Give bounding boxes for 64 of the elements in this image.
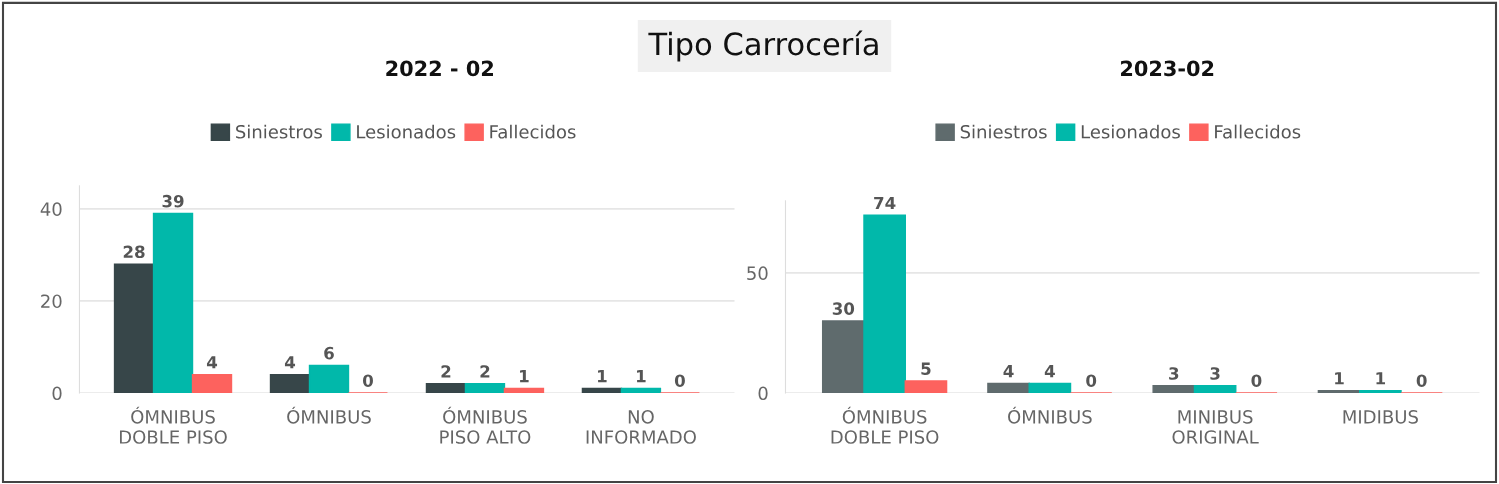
bar (113, 263, 155, 394)
data-label: 2 (441, 365, 451, 378)
bar (620, 387, 662, 394)
data-label: 1 (1376, 372, 1386, 385)
data-label: 1 (637, 370, 646, 383)
x-tick-label: NO INFORMADO (586, 409, 696, 444)
bar (1359, 389, 1402, 394)
bar (269, 373, 311, 394)
legend-label: Fallecidos (490, 124, 576, 139)
bar (425, 383, 467, 394)
data-label: 5 (921, 362, 931, 375)
bar (863, 214, 906, 394)
data-label: 28 (123, 245, 145, 259)
data-label: 30 (832, 302, 855, 315)
data-label: 1 (598, 370, 607, 383)
x-tick-label: ÓMNIBUS DOBLE PISO (831, 406, 939, 444)
data-label: 0 (1251, 374, 1262, 387)
bar (1193, 385, 1237, 394)
y-tick-label: 50 (747, 266, 768, 281)
bar (987, 382, 1030, 394)
data-label: 4 (206, 356, 218, 369)
data-label: 4 (284, 356, 296, 369)
y-tick-label: 0 (52, 386, 62, 401)
data-label: 4 (1044, 365, 1055, 378)
legend-label: Fallecidos (1215, 124, 1301, 139)
data-label: 0 (362, 374, 373, 387)
data-label: 1 (520, 370, 529, 383)
bar (503, 387, 545, 394)
x-tick-label: ÓMNIBUS PISO ALTO (440, 406, 531, 444)
bar (581, 387, 623, 394)
data-label: 74 (874, 196, 896, 210)
bar (308, 364, 350, 394)
bar (1317, 389, 1361, 394)
legend-label: Lesionados (1081, 124, 1180, 139)
y-tick-label: 20 (41, 294, 62, 309)
data-label: 2 (480, 365, 490, 378)
bar (152, 212, 194, 394)
bar (1152, 385, 1196, 394)
data-label: 39 (162, 194, 184, 208)
text: Tipo Carrocería (648, 30, 878, 62)
bar (464, 383, 506, 394)
x-tick-label: ÓMNIBUS (1008, 406, 1092, 424)
data-label: 4 (1003, 365, 1014, 378)
data-label: 1 (1335, 372, 1344, 385)
x-tick-label: MIDIBUS (1343, 409, 1418, 424)
chart-title: 2022 - 02 (386, 60, 493, 77)
legend-label: Siniestros (236, 124, 322, 139)
data-label: 3 (1210, 367, 1220, 380)
x-tick-label: ÓMNIBUS DOBLE PISO (120, 406, 227, 444)
chart-title: 2023-02 (1121, 60, 1214, 77)
legend-label: Siniestros (960, 124, 1047, 139)
x-tick-label: ÓMNIBUS (287, 406, 371, 424)
legend-label: Lesionados (357, 124, 456, 139)
data-label: 3 (1169, 367, 1179, 380)
x-tick-label: MINIBUS ORIGINAL (1172, 409, 1259, 444)
data-label: 0 (1086, 374, 1097, 387)
y-tick-label: 40 (40, 202, 62, 216)
data-label: 6 (324, 346, 334, 360)
bar (1028, 382, 1072, 394)
bar (191, 373, 233, 394)
data-label: 0 (1416, 374, 1427, 387)
bar (904, 380, 948, 394)
bar (821, 320, 865, 394)
data-label: 0 (674, 374, 685, 387)
